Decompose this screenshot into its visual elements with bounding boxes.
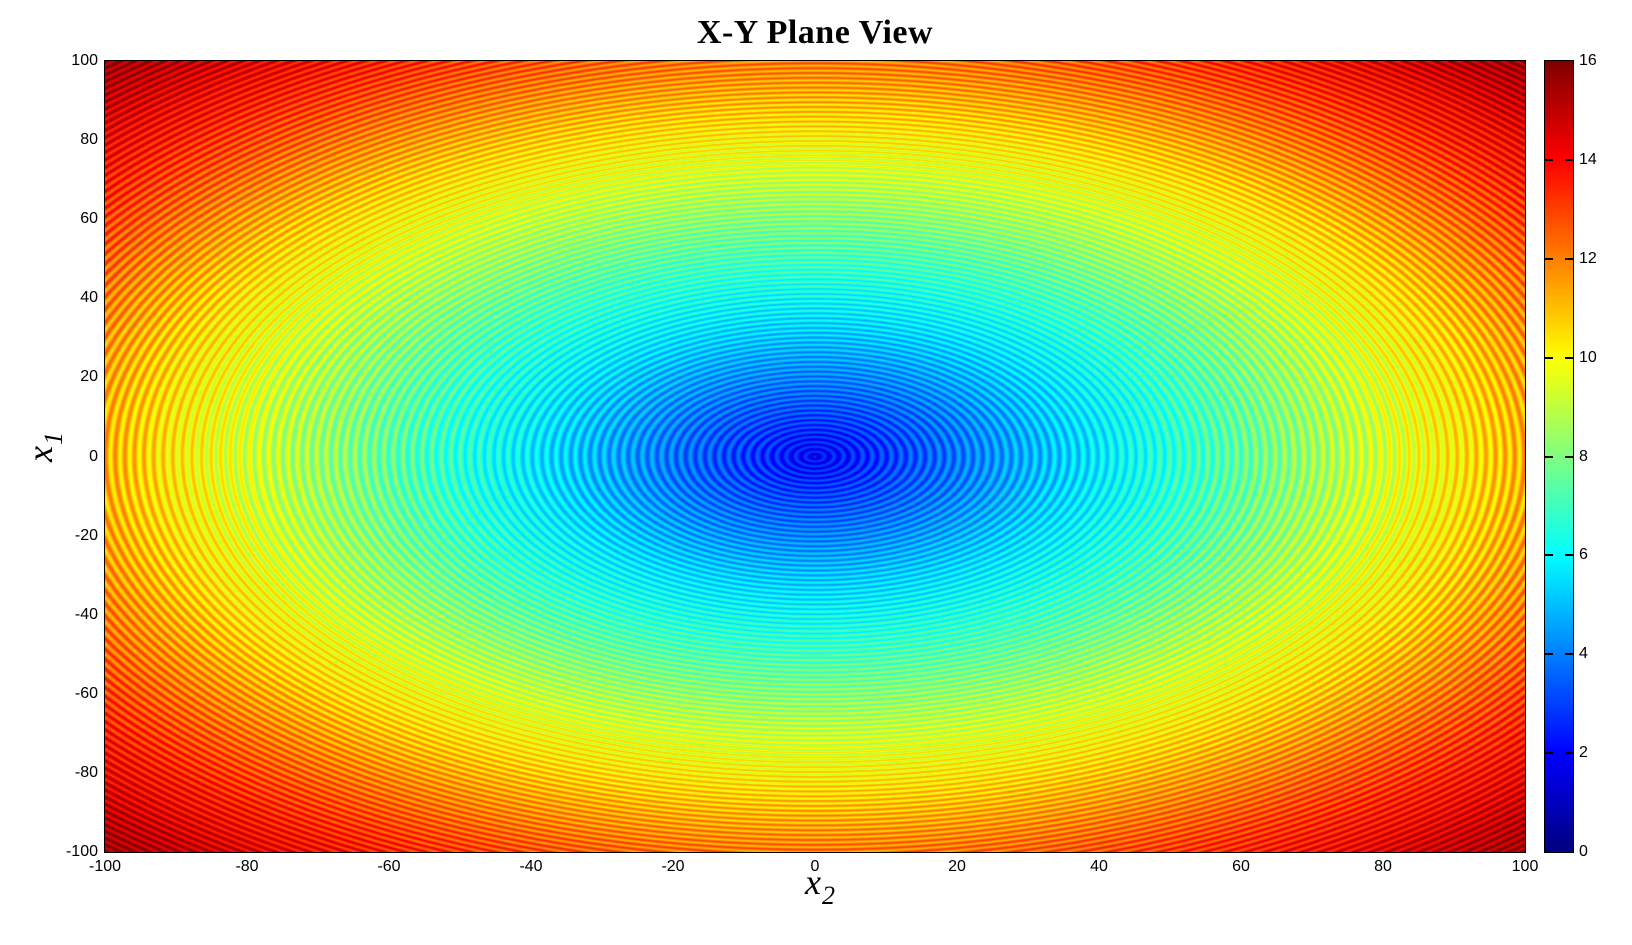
colorbar-tick-label: 12 xyxy=(1579,249,1597,267)
colorbar-tick-label: 16 xyxy=(1579,52,1597,69)
x-tick-label: 100 xyxy=(1511,858,1539,875)
colorbar-tick-mark xyxy=(1545,752,1553,755)
colorbar-tick-mark xyxy=(1565,257,1573,260)
x-tick-label: -80 xyxy=(235,858,259,875)
y-tick-label: 100 xyxy=(71,52,98,69)
y-tick-label: -100 xyxy=(65,843,98,860)
colorbar-tick-mark xyxy=(1545,455,1553,458)
y-tick-label: -60 xyxy=(74,684,98,702)
x-tick-label: 0 xyxy=(810,858,820,875)
x-tick-label: 40 xyxy=(1090,858,1108,875)
x-tick-label: -60 xyxy=(377,858,401,875)
y-tick-label: 0 xyxy=(89,447,98,465)
colorbar-tick-mark xyxy=(1565,554,1573,557)
colorbar-tick-label: 10 xyxy=(1579,348,1597,366)
x-tick-label: -40 xyxy=(519,858,543,875)
heatmap-canvas xyxy=(105,61,1525,852)
colorbar-tick-mark xyxy=(1545,554,1553,557)
colorbar-tick-label: 14 xyxy=(1579,150,1597,168)
colorbar-tick-label: 0 xyxy=(1579,843,1588,860)
y-tick-label: -40 xyxy=(74,605,98,623)
colorbar-tick-mark xyxy=(1545,356,1553,359)
colorbar-tick-mark xyxy=(1565,356,1573,359)
x-tick-label: 80 xyxy=(1374,858,1392,875)
colorbar-tick-mark xyxy=(1545,653,1553,656)
colorbar-tick-mark xyxy=(1545,158,1553,161)
x-tick-label: 60 xyxy=(1232,858,1250,875)
x-axis-label-subscript: 2 xyxy=(821,881,835,910)
y-tick-label: 40 xyxy=(80,289,98,307)
colorbar-tick-label: 4 xyxy=(1579,645,1588,663)
colorbar-tick-label: 6 xyxy=(1579,546,1588,564)
colorbar-tick-mark xyxy=(1545,257,1553,260)
colorbar-tick-label: 8 xyxy=(1579,447,1588,465)
colorbar-tick-mark xyxy=(1565,158,1573,161)
y-tick-label: -20 xyxy=(74,526,98,544)
y-tick-label: 80 xyxy=(80,131,98,149)
x-tick-label: -100 xyxy=(88,858,122,875)
x-tick-label: -20 xyxy=(661,858,685,875)
plot-area xyxy=(104,60,1526,853)
colorbar-tick-mark xyxy=(1565,653,1573,656)
y-tick-label: 20 xyxy=(80,368,98,386)
x-tick-label: 20 xyxy=(948,858,966,875)
colorbar-tick-mark xyxy=(1565,455,1573,458)
x-axis-label: x2 xyxy=(765,861,875,911)
colorbar-tick-label: 2 xyxy=(1579,744,1588,762)
y-axis-label-subscript: 1 xyxy=(39,432,68,446)
chart-title: X-Y Plane View xyxy=(696,14,934,51)
x-axis-label-base: x xyxy=(805,862,821,902)
colorbar-tick-mark xyxy=(1565,752,1573,755)
y-tick-label: -80 xyxy=(74,763,98,781)
y-tick-label: 60 xyxy=(80,210,98,228)
